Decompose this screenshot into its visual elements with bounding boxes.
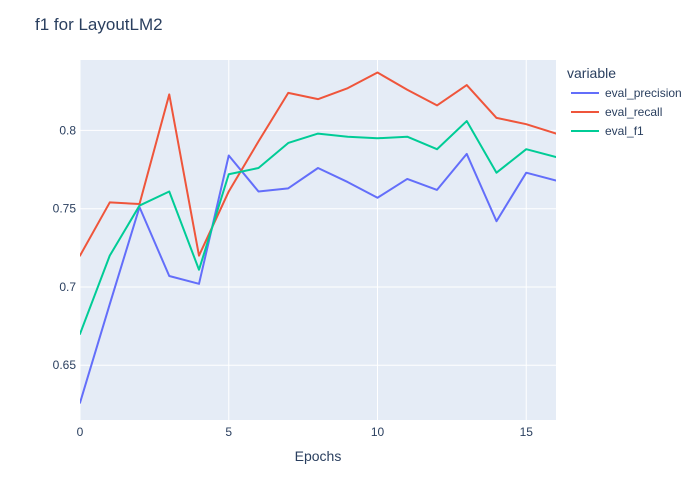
plot-area bbox=[80, 60, 556, 420]
chart-title: f1 for LayoutLM2 bbox=[35, 15, 163, 34]
y-tick-label: 0.8 bbox=[59, 123, 76, 137]
series-line-eval-f1 bbox=[80, 120, 556, 335]
y-tick-label: 0.7 bbox=[59, 280, 76, 294]
legend-label: eval_f1 bbox=[605, 124, 644, 138]
x-axis-title: Epochs bbox=[295, 448, 342, 464]
y-tick-label: 0.65 bbox=[53, 358, 77, 372]
legend-label: eval_recall bbox=[605, 105, 662, 119]
legend: variable eval_precision eval_recall eval_f… bbox=[567, 65, 682, 138]
series-line-eval-recall bbox=[80, 71, 556, 257]
legend-title: variable bbox=[567, 65, 616, 81]
x-tick-label: 10 bbox=[371, 425, 385, 439]
axis-ticks: 0 5 10 15 0.65 0.7 0.75 0.8 bbox=[53, 123, 534, 439]
legend-items: eval_precision eval_recall eval_f1 bbox=[571, 86, 682, 138]
grid-lines bbox=[79, 60, 556, 420]
x-tick-label: 15 bbox=[520, 425, 534, 439]
x-tick-label: 5 bbox=[225, 425, 232, 439]
y-tick-label: 0.75 bbox=[53, 202, 77, 216]
legend-label: eval_precision bbox=[605, 86, 682, 100]
series-lines bbox=[80, 71, 556, 404]
x-tick-label: 0 bbox=[77, 425, 84, 439]
series-line-eval-precision bbox=[80, 152, 556, 404]
